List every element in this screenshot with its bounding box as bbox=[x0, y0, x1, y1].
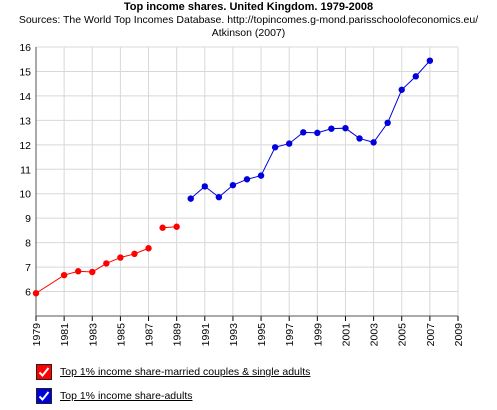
legend-item-2[interactable]: Top 1% income share-adults bbox=[36, 388, 193, 404]
data-point bbox=[187, 195, 194, 202]
data-point bbox=[356, 135, 363, 142]
subtitle-author: Atkinson (2007) bbox=[211, 27, 286, 39]
data-point bbox=[300, 129, 307, 136]
data-point bbox=[286, 140, 293, 147]
x-tick-label: 1997 bbox=[284, 323, 296, 347]
series-line-2 bbox=[190, 60, 431, 199]
data-point bbox=[271, 144, 279, 151]
y-tick-label: 11 bbox=[20, 164, 31, 176]
x-tick-label: 2003 bbox=[369, 323, 381, 347]
y-tick-label: 7 bbox=[25, 262, 31, 274]
y-tick-label: 16 bbox=[19, 42, 31, 54]
y-tick-label: 10 bbox=[19, 189, 31, 201]
data-point bbox=[398, 86, 405, 93]
data-point bbox=[89, 268, 96, 276]
y-tick-label: 14 bbox=[19, 91, 31, 103]
x-tick-label: 1989 bbox=[172, 323, 184, 347]
data-point bbox=[384, 119, 391, 127]
data-point bbox=[412, 73, 419, 80]
data-point bbox=[117, 254, 124, 261]
x-tick-label: 1999 bbox=[312, 323, 324, 347]
x-tick-label: 2009 bbox=[453, 323, 465, 347]
y-tick-label: 15 bbox=[19, 66, 31, 78]
axes: 1979 1981 1983 1985 1987 1989 1991 1993 1995 1997… bbox=[19, 42, 465, 346]
data-point bbox=[215, 193, 223, 201]
x-tick-label: 1981 bbox=[59, 323, 71, 347]
y-tick-label: 8 bbox=[25, 238, 31, 250]
data-point bbox=[243, 176, 251, 183]
x-tick-label: 1987 bbox=[144, 323, 156, 347]
legend-label[interactable]: Top 1% income share-adults bbox=[60, 390, 193, 402]
data-point bbox=[32, 290, 40, 297]
data-point bbox=[257, 172, 265, 179]
data-point bbox=[342, 124, 349, 132]
x-tick-label: 1995 bbox=[256, 323, 268, 347]
data-point bbox=[314, 129, 321, 137]
series-group bbox=[32, 57, 434, 297]
data-point bbox=[131, 250, 138, 258]
y-tick-label: 13 bbox=[19, 115, 31, 127]
data-point bbox=[159, 224, 166, 231]
data-point bbox=[145, 245, 152, 252]
x-tick-label: 2001 bbox=[340, 323, 352, 347]
subtitle-sources: Sources: The World Top Incomes Database.… bbox=[18, 14, 479, 26]
x-tick-label: 2005 bbox=[397, 323, 409, 347]
y-tick-label: 9 bbox=[25, 213, 31, 225]
x-tick-label: 2007 bbox=[425, 323, 437, 347]
data-point bbox=[201, 183, 208, 190]
y-tick-label: 12 bbox=[19, 140, 31, 152]
y-tick-label: 6 bbox=[25, 287, 31, 299]
x-tick-label: 1983 bbox=[87, 323, 99, 347]
data-point bbox=[173, 223, 180, 230]
x-tick-label: 1985 bbox=[115, 323, 127, 347]
data-point bbox=[229, 181, 237, 189]
x-tick-label: 1991 bbox=[200, 323, 212, 347]
legend-item-1[interactable]: Top 1% income share-married couples & si… bbox=[36, 364, 310, 380]
data-point bbox=[328, 125, 335, 132]
data-point bbox=[103, 260, 110, 267]
chart-subtitle: Sources: The World Top Incomes Database.… bbox=[0, 14, 497, 40]
checkmark-icon[interactable] bbox=[36, 364, 52, 380]
data-point bbox=[370, 139, 377, 146]
x-tick-label: 1979 bbox=[31, 323, 43, 347]
x-tick-label: 1993 bbox=[228, 323, 240, 347]
data-point bbox=[75, 268, 82, 275]
data-point bbox=[60, 271, 68, 279]
legend-label[interactable]: Top 1% income share-married couples & si… bbox=[60, 366, 311, 378]
chart-title: Top income shares. United Kingdom. 1979-… bbox=[123, 1, 374, 13]
data-point bbox=[426, 57, 434, 64]
checkmark-icon[interactable] bbox=[36, 388, 52, 404]
